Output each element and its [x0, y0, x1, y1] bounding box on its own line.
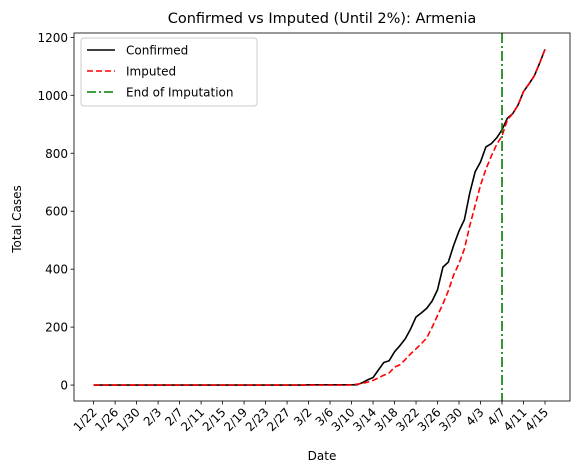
x-tick-label: 2/11	[178, 405, 207, 434]
x-tick-label: 1/22	[71, 405, 100, 434]
x-tick-label: 1/30	[114, 405, 143, 434]
x-tick-label: 2/23	[243, 405, 272, 434]
legend: Confirmed Imputed End of Imputation	[80, 37, 258, 107]
y-axis-label: Total Cases	[10, 185, 24, 253]
x-axis-label: Date	[308, 449, 337, 463]
y-tick-label: 1200	[37, 31, 68, 45]
x-tick-label: 3/26	[415, 405, 444, 434]
plot-area	[73, 32, 571, 402]
x-tick-label: 3/14	[350, 405, 379, 434]
chart-title: Confirmed vs Imputed (Until 2%): Armenia	[168, 11, 477, 27]
y-axis: 0 200 400 600 800 1000 1200	[37, 31, 74, 393]
y-tick-label: 800	[45, 147, 68, 161]
series-line-imputed	[93, 48, 546, 386]
x-tick-label: 4/15	[522, 405, 551, 434]
x-tick-label: 3/30	[436, 405, 465, 434]
legend-box	[80, 37, 258, 107]
plot-frame	[73, 32, 571, 402]
x-tick-label: 3/2	[291, 405, 315, 429]
x-tick-label: 4/11	[501, 405, 530, 434]
y-tick-label: 0	[60, 379, 68, 393]
y-tick-label: 400	[45, 263, 68, 277]
x-tick-label: 3/18	[372, 405, 401, 434]
y-tick-label: 200	[45, 321, 68, 335]
legend-label: Confirmed	[126, 44, 188, 58]
y-tick-label: 1000	[37, 89, 68, 103]
x-tick-label: 1/26	[92, 405, 121, 434]
legend-label: Imputed	[126, 65, 176, 79]
x-tick-label: 2/3	[141, 405, 165, 429]
x-axis: 1/221/261/302/32/72/112/152/192/232/273/…	[71, 401, 551, 434]
x-tick-label: 4/3	[463, 405, 487, 429]
series-layer	[93, 48, 546, 386]
x-tick-label: 3/10	[329, 405, 358, 434]
x-tick-label: 2/27	[264, 405, 293, 434]
x-tick-label: 2/15	[200, 405, 229, 434]
legend-label: End of Imputation	[126, 86, 234, 100]
y-tick-label: 600	[45, 205, 68, 219]
x-tick-label: 3/22	[393, 405, 422, 434]
x-tick-label: 2/19	[221, 405, 250, 434]
